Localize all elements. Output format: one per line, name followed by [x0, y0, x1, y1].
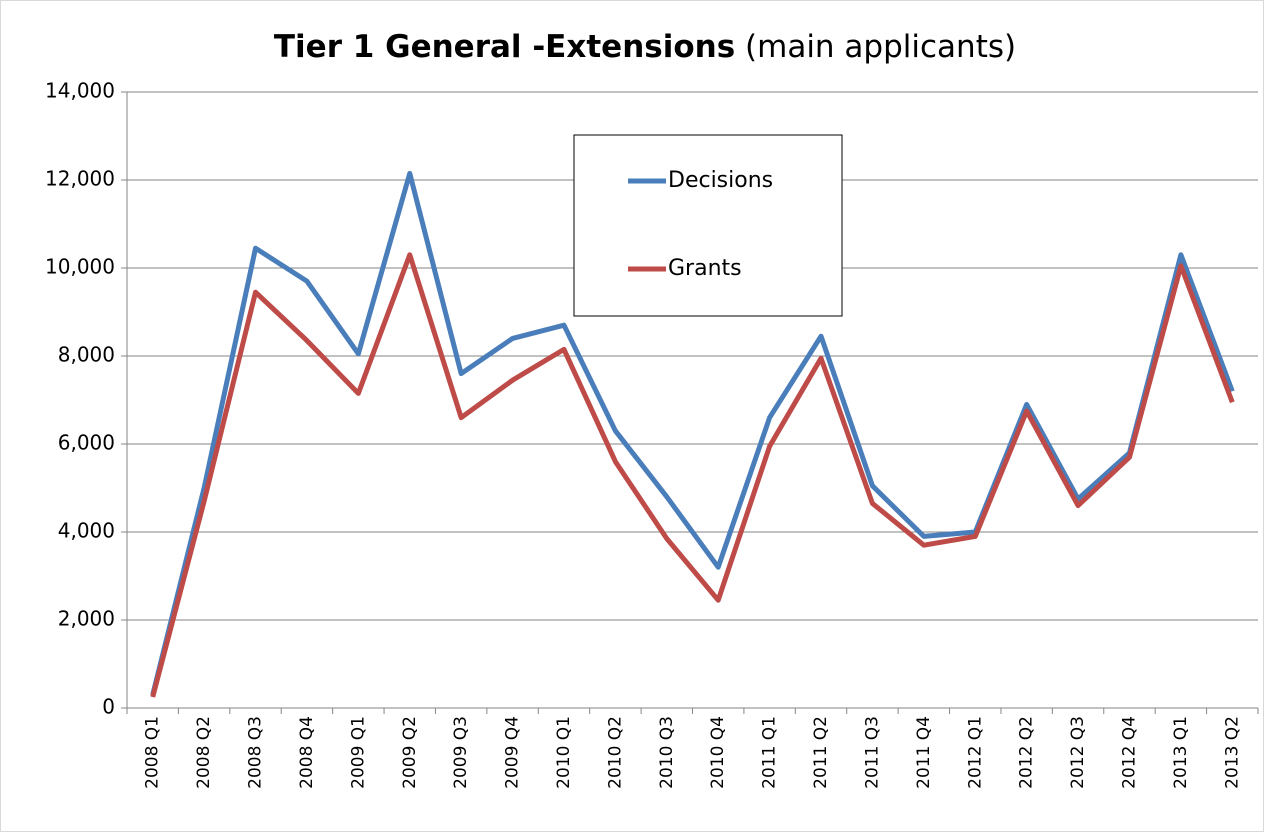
- x-tick-label: 2008 Q1: [143, 716, 163, 789]
- x-tick-label: 2010 Q3: [657, 716, 677, 789]
- x-tick-label: 2011 Q4: [914, 716, 934, 789]
- x-tick-label: 2012 Q3: [1068, 716, 1088, 789]
- y-tick-label: 6,000: [58, 431, 115, 455]
- legend-box: [573, 134, 843, 317]
- y-tick-label: 14,000: [45, 79, 115, 103]
- x-tick-label: 2008 Q2: [194, 716, 214, 789]
- y-tick-label: 0: [102, 695, 115, 719]
- x-tick-label: 2012 Q2: [1017, 716, 1037, 789]
- x-tick-label: 2009 Q1: [348, 716, 368, 789]
- series-line: [150, 252, 1235, 698]
- x-tick-label: 2013 Q1: [1171, 716, 1191, 789]
- x-tick-label: 2010 Q4: [708, 716, 728, 789]
- chart-title: Tier 1 General -Extensions (main applica…: [274, 29, 1016, 65]
- x-tick-label: 2011 Q2: [811, 716, 831, 789]
- y-tick-label: 12,000: [45, 167, 115, 191]
- x-tick-label: 2009 Q4: [503, 716, 523, 789]
- x-tick-label: 2011 Q3: [862, 716, 882, 789]
- x-tick-label: 2012 Q4: [1119, 716, 1139, 789]
- x-tick-label: 2010 Q1: [554, 716, 574, 789]
- y-tick-label: 8,000: [58, 343, 115, 367]
- legend-label: Grants: [668, 256, 742, 281]
- x-tick-label: 2009 Q3: [451, 716, 471, 789]
- x-tick-label: 2008 Q3: [246, 716, 266, 789]
- title-sub: (main applicants): [745, 29, 1016, 65]
- x-tick-label: 2012 Q1: [965, 716, 985, 789]
- legend-label: Decisions: [668, 168, 773, 193]
- y-tick-label: 10,000: [45, 255, 115, 279]
- x-tick-label: 2009 Q2: [400, 716, 420, 789]
- series-line: [150, 170, 1235, 696]
- x-tick-label: 2008 Q4: [297, 716, 317, 789]
- x-tick-label: 2013 Q2: [1222, 716, 1242, 789]
- x-tick-label: 2011 Q1: [760, 716, 780, 789]
- y-tick-label: 4,000: [58, 519, 115, 543]
- y-tick-label: 2,000: [58, 607, 115, 631]
- x-tick-label: 2010 Q2: [605, 716, 625, 789]
- title-main: Tier 1 General -Extensions: [274, 29, 735, 65]
